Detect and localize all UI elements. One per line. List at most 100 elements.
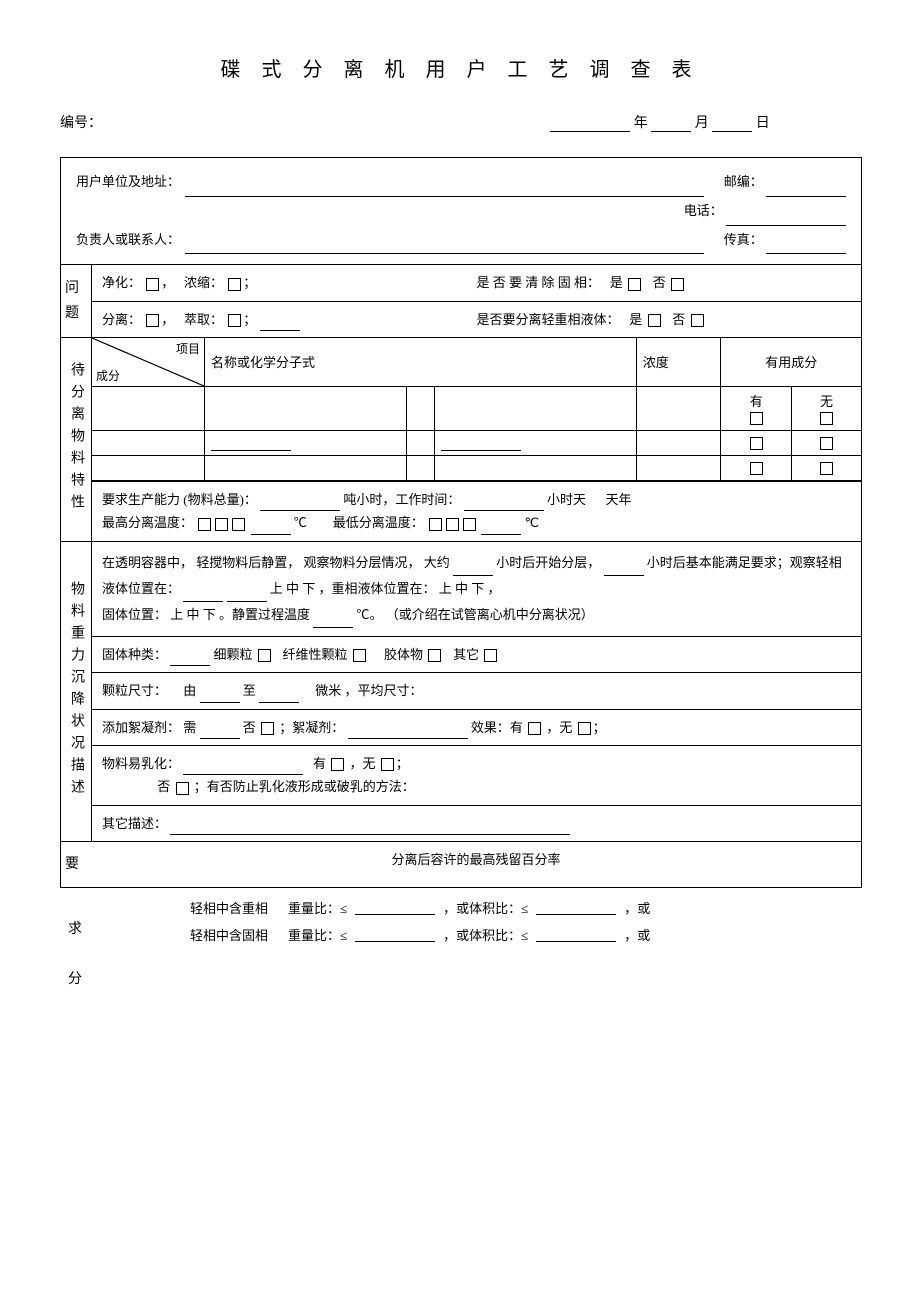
postcode-label: 邮编： [724, 174, 763, 189]
solid-pos: 固体位置： 上 中 下 。静置过程温度 [102, 607, 310, 622]
useful-yes-2[interactable] [750, 437, 763, 450]
hour-day: 小时天 [547, 492, 586, 507]
no-label: 否 [653, 275, 666, 290]
clear-solid-yes[interactable] [628, 278, 641, 291]
or-vol-label: ，或体积比：≤ [443, 898, 528, 917]
yes-label: 是 [610, 275, 623, 290]
micron-label: 微米 ，平均尺寸： [315, 683, 422, 698]
ls-vol-field[interactable] [536, 928, 616, 942]
max-temp-field[interactable] [251, 521, 291, 535]
side-yao: 要 [61, 842, 91, 887]
useful-yes-3[interactable] [750, 462, 763, 475]
floc-no-checkbox[interactable] [261, 722, 274, 735]
lh-vol-field[interactable] [536, 901, 616, 915]
other-checkbox[interactable] [484, 649, 497, 662]
year-field[interactable] [550, 117, 630, 132]
fax-field[interactable] [766, 240, 846, 254]
separate-label: 分离： [102, 312, 141, 327]
lh-weight-field[interactable] [355, 901, 435, 915]
celsius1: ℃ [294, 515, 307, 530]
extract-label: 萃取： [184, 312, 223, 327]
start-hours[interactable] [453, 562, 493, 576]
worktime-field[interactable] [464, 497, 544, 511]
other-desc-label: 其它描述： [102, 816, 167, 831]
end-hours[interactable] [604, 562, 644, 576]
sep-liquid-no[interactable] [691, 314, 704, 327]
no-label2: 否 [672, 312, 685, 327]
phone-label: 电话： [684, 203, 723, 218]
to-label: 至 [243, 683, 256, 698]
sep-liquid-label: 是否要分离轻重相液体： [477, 312, 620, 327]
size-to[interactable] [259, 689, 299, 703]
phone-field[interactable] [726, 212, 846, 226]
main-form: 用户单位及地址： 邮编： 电话： 负责人或联系人： 传真： 问题 [60, 157, 862, 888]
concentrate-label: 浓缩： [184, 275, 223, 290]
year-label: 年 [634, 116, 648, 131]
capacity-field[interactable] [260, 497, 340, 511]
fiber-label: 纤维性颗粒 [283, 647, 348, 662]
useful-no-3[interactable] [820, 462, 833, 475]
concentrate-checkbox[interactable] [228, 278, 241, 291]
day-year: 天年 [605, 492, 631, 507]
max-temp-label: 最高分离温度： [102, 515, 193, 530]
weight-ratio-label2: 重量比：≤ [288, 925, 347, 944]
fiber-checkbox[interactable] [353, 649, 366, 662]
em-no[interactable] [381, 758, 394, 771]
company-field[interactable] [185, 196, 704, 197]
light-solid-label: 轻相中含固相 [190, 925, 280, 944]
company-label: 用户单位及地址： [76, 168, 180, 197]
side-gravity: 物料重力沉降状况描述 [61, 542, 92, 841]
ls-weight-field[interactable] [355, 928, 435, 942]
contact-block: 用户单位及地址： 邮编： 电话： 负责人或联系人： 传真： [61, 158, 861, 265]
effect-no[interactable] [578, 722, 591, 735]
other-desc-field[interactable] [170, 821, 570, 835]
other-label: 其它 [453, 647, 479, 662]
size-from[interactable] [200, 689, 240, 703]
purify-label: 净化： [102, 275, 141, 290]
diag-top: 项目 [176, 340, 200, 357]
min-temp-field[interactable] [481, 521, 521, 535]
side-question: 问题 [61, 265, 92, 337]
pos-options: 上 中 下 ，重相液体位置在： 上 中 下 ， [270, 581, 501, 596]
comp-row3-label[interactable] [92, 455, 205, 480]
clear-solid-no[interactable] [671, 278, 684, 291]
comp-row2-label[interactable] [92, 430, 205, 455]
day-field[interactable] [712, 117, 752, 132]
purify-checkbox[interactable] [146, 278, 159, 291]
separate-checkbox[interactable] [146, 314, 159, 327]
light-heavy-label: 轻相中含重相 [190, 898, 280, 917]
gravity-text1: 在透明容器中， 轻搅物料后静置， 观察物料分层情况， 大约 [102, 555, 450, 570]
diag-bot: 成分 [96, 367, 120, 384]
fax-label: 传真： [724, 232, 763, 247]
colloid-label: 胶体物 [384, 647, 423, 662]
colloid-checkbox[interactable] [428, 649, 441, 662]
person-field[interactable] [185, 253, 704, 254]
particle-size-label: 颗粒尺寸： [102, 683, 167, 698]
serial-label: 编号： [60, 116, 102, 131]
useful-no-1[interactable] [820, 412, 833, 425]
comp-row1-label[interactable] [92, 386, 205, 430]
useful-no-2[interactable] [820, 437, 833, 450]
em-yes[interactable] [331, 758, 344, 771]
prevent-label: ；有否防止乳化液形成或破乳的方法： [194, 779, 415, 794]
celsius-note: ℃。 （或介绍在试管离心机中分离状况） [357, 607, 594, 622]
static-temp[interactable] [313, 614, 353, 628]
floc-agent-field[interactable] [348, 725, 468, 739]
material-table: 项目 成分 名称或化学分子式 浓度 有用成分 有 无 [92, 338, 861, 481]
effect-yes[interactable] [528, 722, 541, 735]
flocculant-label: 添加絮凝剂： [102, 720, 180, 735]
useful-yes-1[interactable] [750, 412, 763, 425]
celsius2: ℃ [525, 515, 540, 530]
or-label1: ，或 [624, 898, 650, 917]
sep-liquid-yes[interactable] [648, 314, 661, 327]
month-field[interactable] [651, 117, 691, 132]
extract-checkbox[interactable] [228, 314, 241, 327]
wu-effect-label: ，无 [546, 720, 572, 735]
extract-field[interactable] [260, 317, 300, 331]
residue-title: 分离后容许的最高残留百分率 [391, 852, 560, 867]
side-material: 待分离物料特性 [61, 338, 92, 541]
postcode-field[interactable] [766, 183, 846, 197]
fine-checkbox[interactable] [258, 649, 271, 662]
fine-label: 细颗粒 [214, 647, 253, 662]
weight-ratio-label: 重量比：≤ [288, 898, 347, 917]
